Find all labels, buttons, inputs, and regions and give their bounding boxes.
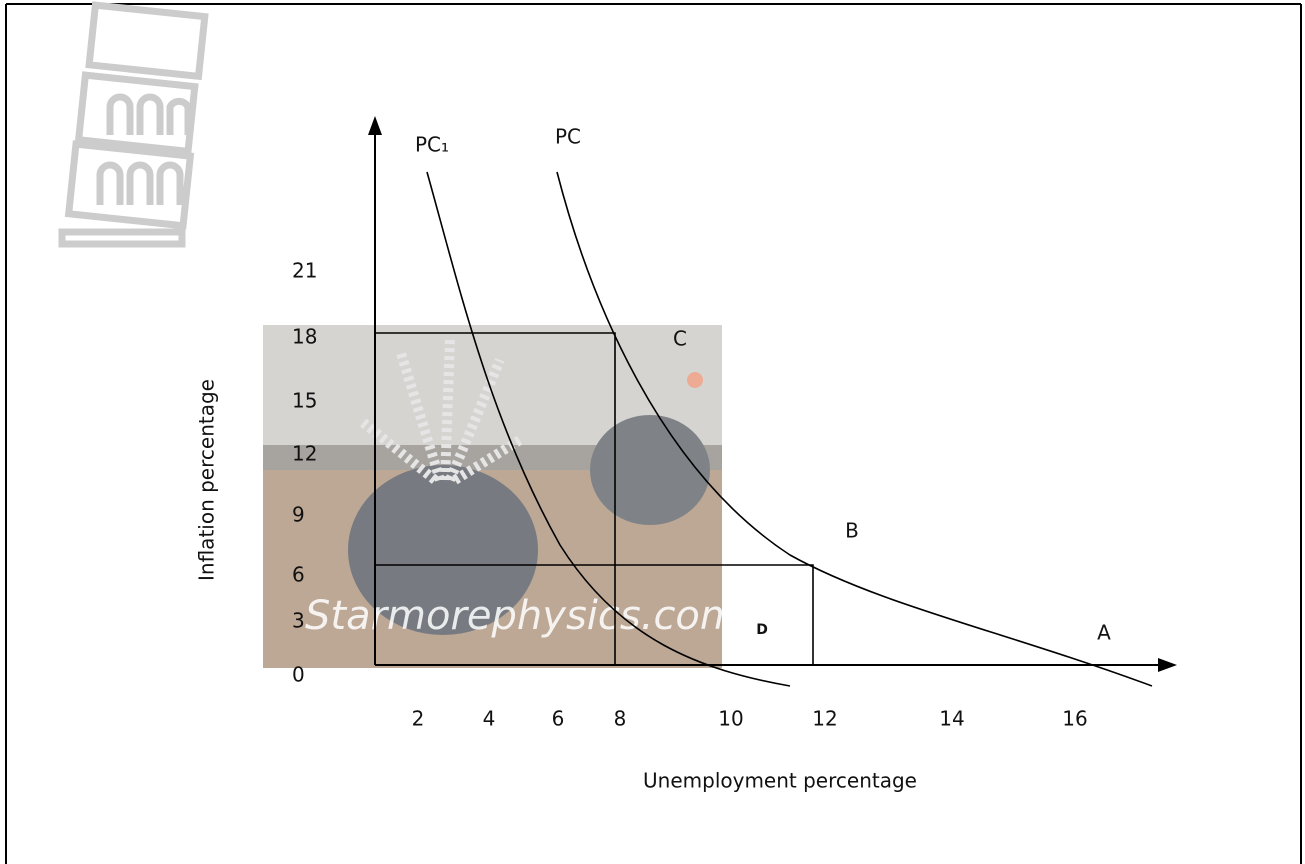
x-tick-label: 16: [1062, 707, 1087, 731]
y-tick-label: 0: [292, 663, 305, 687]
point-label: B: [845, 519, 859, 543]
y-tick-label: 3: [292, 609, 305, 633]
photo: [263, 325, 722, 668]
point-label: A: [1097, 621, 1111, 645]
axes: [368, 116, 1177, 672]
y-tick-label: 21: [292, 259, 317, 283]
x-tick-label: 12: [812, 707, 837, 731]
curve-pc1: [426, 171, 791, 687]
y-tick-label: 6: [292, 563, 305, 587]
x-tick-label: 4: [483, 707, 496, 731]
x-tick-label: 8: [614, 707, 627, 731]
y-tick-label: 9: [292, 503, 305, 527]
guides: [375, 332, 814, 665]
curve-label: PC₁: [415, 133, 449, 157]
y-tick-label: 15: [292, 389, 317, 413]
point-label: D: [756, 622, 768, 638]
curve-label: PC: [555, 125, 581, 149]
point-label: C: [673, 327, 687, 351]
x-tick-label: 2: [412, 707, 425, 731]
y-tick-label: 12: [292, 442, 317, 466]
y-axis-label: Inflation percentage: [195, 379, 219, 581]
x-tick-label: 10: [718, 707, 743, 731]
x-tick-label: 6: [552, 707, 565, 731]
tower-icon: [58, 1, 209, 248]
frame: [5, 3, 1302, 864]
x-tick-label: 14: [939, 707, 964, 731]
watermark: Starmorephysics.com: [305, 593, 739, 639]
curve-pc: [556, 171, 1153, 687]
x-axis-label: Unemployment percentage: [643, 769, 917, 793]
y-tick-label: 18: [292, 325, 317, 349]
